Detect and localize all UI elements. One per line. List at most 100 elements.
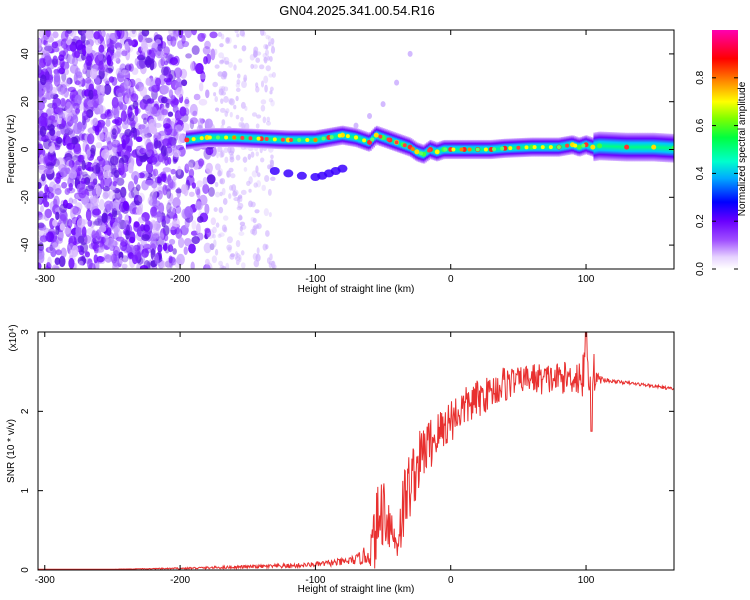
noise-blob [243,74,248,82]
noise-blob [68,169,77,179]
ridge-band-slice [426,142,429,162]
rising-branch-point [407,50,413,57]
noise-blob [134,194,139,201]
ridge-band-slice [197,129,200,149]
noise-blob [51,102,58,110]
ridge-band-slice [588,136,591,156]
noise-blob [56,130,62,136]
ridge-band-slice [301,130,304,150]
noise-blob [119,69,127,76]
noise-blob [50,135,60,142]
y-tick-label: 1 [20,487,31,493]
noise-blob [139,86,148,97]
noise-blob [175,168,185,179]
noise-blob [169,57,178,66]
noise-blob [146,129,151,142]
noise-blob [233,44,238,49]
noise-blob [55,249,62,256]
noise-blob [86,227,96,236]
noise-blob [138,57,147,69]
noise-blob [68,160,75,168]
noise-blob [98,158,106,168]
ridge-band-slice [457,139,460,160]
noise-blob [102,186,110,192]
noise-blob [215,107,220,112]
noise-blob [66,30,73,34]
ridge-point [418,151,423,156]
ridge-band-slice [513,138,517,158]
noise-blob [175,77,183,89]
noise-blob [75,225,82,238]
noise-blob [98,199,105,211]
noise-blob [133,174,139,185]
noise-blob [75,39,83,51]
noise-blob [112,245,121,257]
noise-blob [38,262,42,269]
noise-blob [127,162,134,174]
noise-blob [146,57,155,64]
noise-blob [101,30,106,38]
noise-blob [97,65,106,72]
spectrogram-x-axis: -300 -200 -100 0 100 [35,30,595,285]
noise-blob [140,129,148,139]
noise-blob [209,31,218,39]
ridge-band-slice [538,137,541,157]
noise-blob [242,156,248,163]
noise-blob [155,77,162,87]
noise-blob [54,257,61,266]
x-tick-label: -300 [35,575,55,586]
noise-blob [141,113,149,120]
noise-blob [42,192,50,199]
noise-blob [51,264,60,269]
noise-blob [227,246,232,253]
noise-blob [204,203,210,215]
noise-blob [135,123,142,130]
noise-blob [39,74,47,86]
noise-blob [184,98,190,105]
noise-blob [270,46,276,54]
noise-blob [212,233,216,239]
noise-blob [60,247,67,258]
noise-blob [217,32,223,37]
noise-blob [60,87,66,97]
ridge-band-slice [666,133,669,163]
noise-blob [141,234,150,242]
noise-blob [168,89,174,99]
noise-blob [203,242,212,254]
noise-blob [171,98,180,105]
noise-blob [47,256,52,268]
noise-blob [121,104,128,111]
ridge-band-slice [595,132,598,161]
ridge-point [427,148,432,153]
noise-blob [215,163,221,171]
noise-blob [72,49,77,58]
noise-blob [81,226,87,238]
noise-blob [151,84,160,93]
snr-plot: -300 -200 -100 0 100 0 1 2 3 Height of straight… [6,324,675,595]
ridge-band-slice [640,132,643,162]
noise-blob [85,44,93,54]
noise-blob [64,68,69,75]
noise-blob [263,75,269,84]
noise-blob [263,57,268,62]
noise-blob [160,56,166,67]
noise-blob [184,99,190,109]
noise-blob [195,223,201,235]
noise-blob [226,244,233,251]
noise-blob [135,206,143,216]
noise-blob [38,214,46,220]
noise-blob [128,191,135,199]
noise-blob [232,190,238,197]
y-tick-label: -20 [20,190,31,205]
noise-blob [162,184,168,196]
noise-blob [81,159,86,171]
noise-blob [120,68,129,74]
noise-blob [218,260,224,266]
noise-blob [235,154,241,161]
noise-blob [223,71,228,80]
noise-blob [149,206,158,217]
noise-blob [228,61,233,68]
ridge-point [248,136,253,141]
noise-blob [51,156,58,162]
noise-blob [107,40,116,48]
